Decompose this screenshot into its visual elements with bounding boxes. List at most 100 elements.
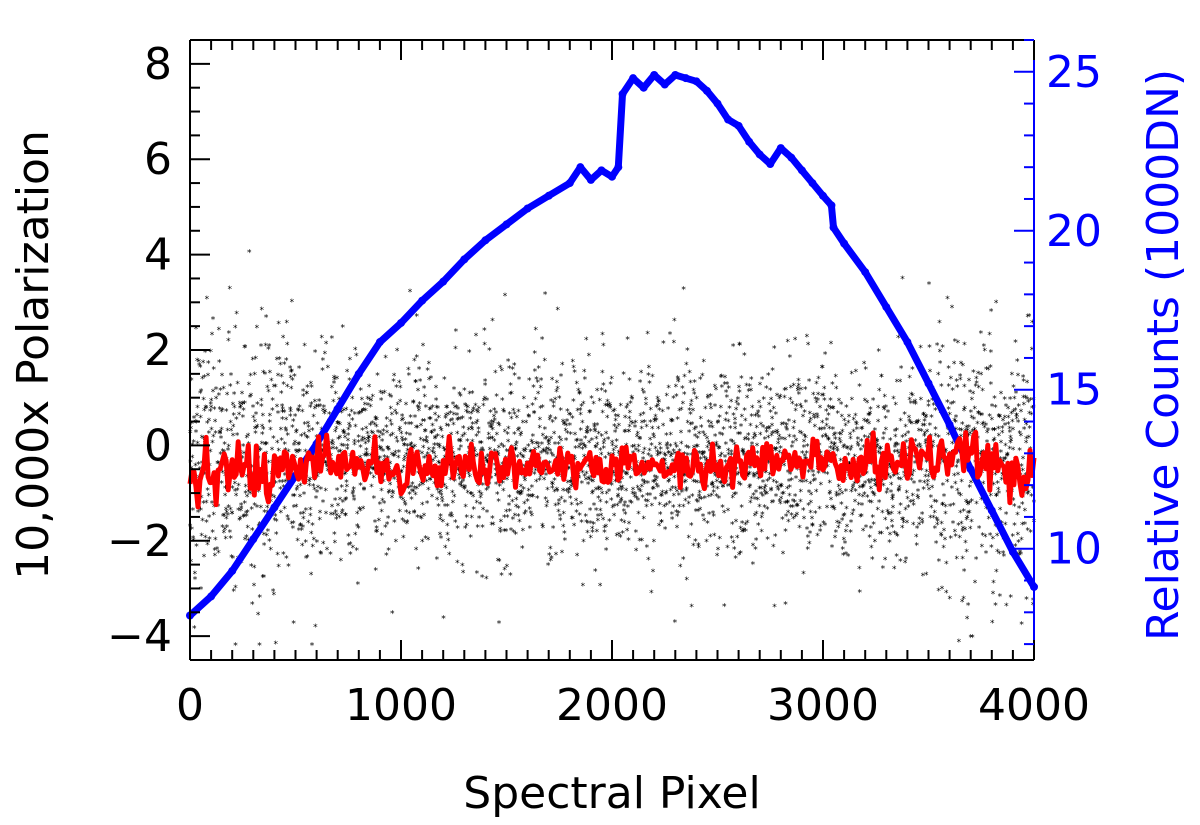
scatter-point: *: [620, 529, 625, 539]
scatter-point: *: [439, 427, 444, 437]
scatter-point: *: [592, 502, 597, 512]
scatter-point: *: [493, 369, 498, 379]
scatter-point: *: [1011, 532, 1016, 542]
scatter-point: *: [217, 391, 222, 401]
scatter-point: *: [975, 420, 980, 430]
scatter-point: *: [853, 498, 858, 508]
scatter-point: *: [954, 555, 959, 565]
scatter-point: *: [863, 479, 868, 489]
scatter-point: *: [575, 407, 580, 417]
scatter-point: *: [956, 339, 961, 349]
scatter-point: *: [700, 451, 705, 461]
scatter-point: *: [996, 425, 1001, 435]
scatter-point: *: [422, 418, 427, 428]
scatter-point: *: [460, 415, 465, 425]
scatter-point: *: [951, 520, 956, 530]
scatter-point: *: [780, 490, 785, 500]
scatter-point: *: [1008, 428, 1013, 438]
scatter-point: *: [406, 484, 411, 494]
left-y-tick-label: 2: [144, 325, 172, 376]
scatter-point: *: [458, 481, 463, 491]
scatter-point: *: [347, 412, 352, 422]
scatter-point: *: [363, 407, 368, 417]
scatter-point: *: [967, 509, 972, 519]
scatter-point: *: [474, 332, 479, 342]
scatter-point: *: [532, 410, 537, 420]
scatter-point: *: [629, 474, 634, 484]
scatter-point: *: [1014, 390, 1019, 400]
scatter-point: *: [281, 380, 286, 390]
scatter-point: *: [453, 345, 458, 355]
scatter-point: *: [296, 441, 301, 451]
scatter-point: *: [888, 475, 893, 485]
scatter-point: *: [589, 477, 594, 487]
scatter-point: *: [423, 428, 428, 438]
scatter-point: *: [345, 445, 350, 455]
scatter-point: *: [411, 399, 416, 409]
scatter-point: *: [548, 416, 553, 426]
scatter-point: *: [427, 406, 432, 416]
scatter-point: *: [270, 397, 275, 407]
scatter-point: *: [969, 497, 974, 507]
scatter-point: *: [886, 472, 891, 482]
scatter-point: *: [370, 393, 375, 403]
scatter-point: *: [555, 306, 560, 316]
scatter-point: *: [240, 401, 245, 411]
scatter-point: *: [861, 443, 866, 453]
scatter-point: *: [886, 510, 891, 520]
scatter-point: *: [964, 498, 969, 508]
scatter-point: *: [253, 355, 258, 365]
scatter-point: *: [867, 420, 872, 430]
scatter-point: *: [238, 403, 243, 413]
scatter-point: *: [759, 485, 764, 495]
scatter-point: *: [806, 502, 811, 512]
scatter-point: *: [398, 425, 403, 435]
scatter-point: *: [682, 479, 687, 489]
scatter-point: *: [611, 408, 616, 418]
relative-counts-point: [375, 338, 384, 347]
scatter-point: *: [394, 410, 399, 420]
scatter-point: *: [381, 427, 386, 437]
scatter-point: *: [934, 516, 939, 526]
scatter-point: *: [499, 571, 504, 581]
scatter-point: *: [282, 505, 287, 515]
scatter-point: *: [601, 342, 606, 352]
scatter-point: *: [976, 370, 981, 380]
scatter-point: *: [618, 499, 623, 509]
scatter-point: *: [959, 520, 964, 530]
scatter-point: *: [795, 502, 800, 512]
relative-counts-point: [787, 153, 796, 162]
scatter-point: *: [720, 451, 725, 461]
scatter-point: *: [476, 482, 481, 492]
scatter-point: *: [717, 445, 722, 455]
scatter-point: *: [346, 426, 351, 436]
scatter-point: *: [380, 390, 385, 400]
scatter-point: *: [889, 481, 894, 491]
scatter-point: *: [756, 496, 761, 506]
scatter-point: *: [863, 471, 868, 481]
scatter-point: *: [856, 435, 861, 445]
scatter-point: *: [235, 431, 240, 441]
scatter-point: *: [593, 428, 598, 438]
scatter-point: *: [777, 497, 782, 507]
scatter-point: *: [443, 502, 448, 512]
scatter-point: *: [214, 386, 219, 396]
scatter-point: *: [315, 488, 320, 498]
scatter-point: *: [846, 452, 851, 462]
scatter-point: *: [196, 508, 201, 518]
scatter-point: *: [822, 426, 827, 436]
scatter-point: *: [231, 401, 236, 411]
scatter-point: *: [374, 529, 379, 539]
scatter-point: *: [559, 372, 564, 382]
scatter-point: *: [734, 399, 739, 409]
scatter-point: *: [634, 419, 639, 429]
scatter-point: *: [900, 524, 905, 534]
scatter-point: *: [283, 478, 288, 488]
scatter-point: *: [467, 349, 472, 359]
scatter-point: *: [772, 603, 777, 613]
scatter-point: *: [898, 417, 903, 427]
scatter-point: *: [480, 445, 485, 455]
scatter-point: *: [1001, 549, 1006, 559]
scatter-point: *: [734, 406, 739, 416]
scatter-point: *: [719, 404, 724, 414]
